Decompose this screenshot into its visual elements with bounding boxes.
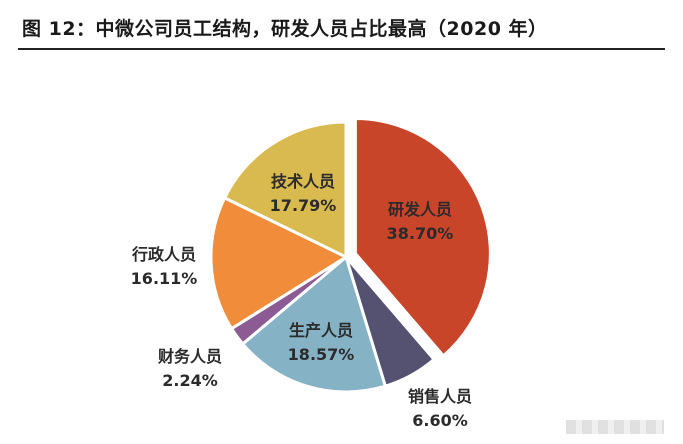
slice-research-value-label: 38.70% (387, 224, 454, 243)
slice-finance-label: 财务人员 (157, 347, 222, 366)
slice-production (241, 255, 387, 394)
slice-finance-value-label: 2.24% (162, 371, 218, 390)
slice-technical (223, 120, 348, 259)
slice-admin (209, 196, 348, 331)
slice-research-label: 研发人员 (388, 200, 452, 219)
slice-admin-value-label: 16.11% (131, 269, 198, 288)
slice-sales-label: 销售人员 (408, 387, 472, 406)
slice-production-value-label: 18.57% (288, 345, 355, 364)
slice-technical-value-label: 17.79% (270, 196, 337, 215)
slice-research (353, 117, 492, 358)
slice-technical-label: 技术人员 (271, 172, 335, 191)
slice-admin-label: 行政人员 (131, 245, 196, 264)
title-underline (18, 48, 665, 50)
chart-title: 图 12：中微公司员工结构，研发人员占比最高（2020 年） (22, 18, 548, 40)
slice-production-label: 生产人员 (289, 321, 353, 340)
watermark (566, 420, 664, 434)
slice-sales-value-label: 6.60% (412, 411, 468, 430)
